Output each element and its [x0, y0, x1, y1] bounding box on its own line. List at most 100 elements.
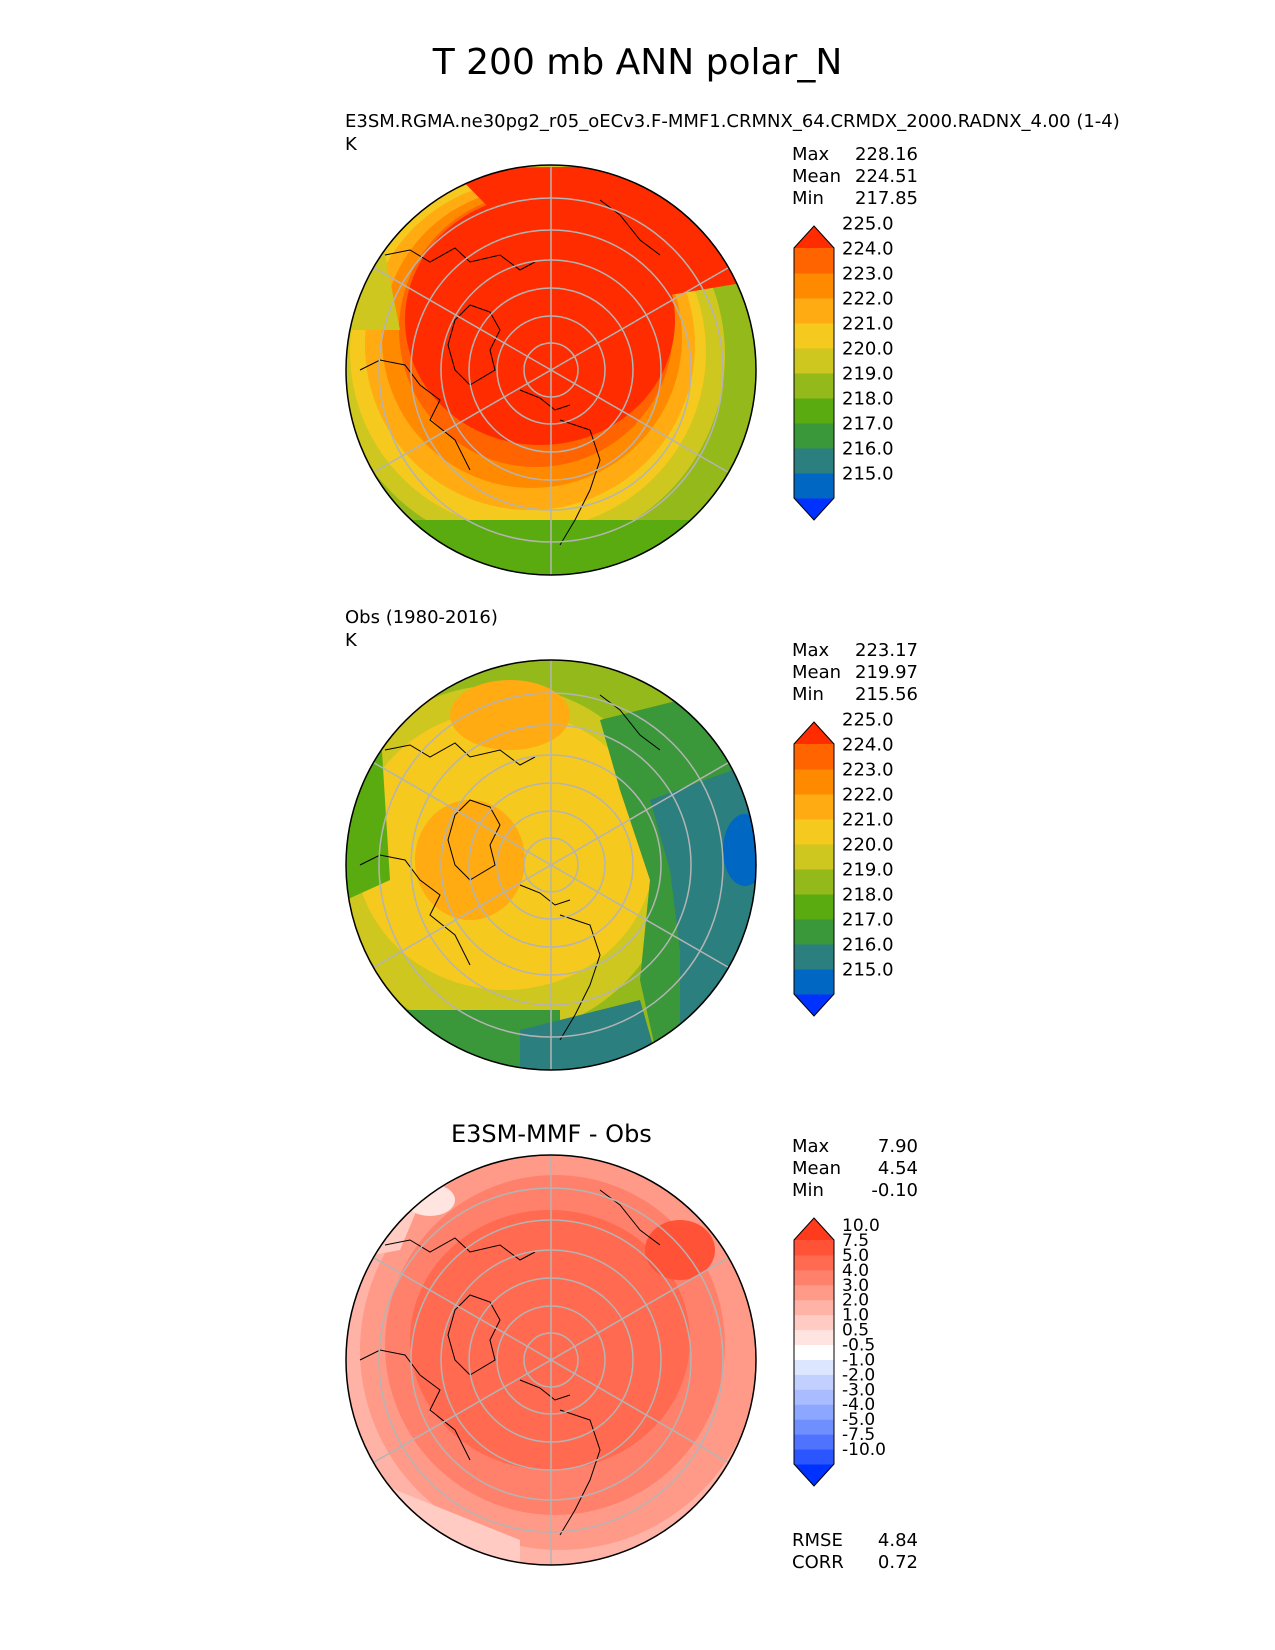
- test-stats: Max 228.16 Mean 224.51 Min 217.85: [792, 144, 918, 210]
- test-map: [345, 164, 757, 576]
- ref-map-gridlines: [368, 660, 734, 1070]
- ref-colorbar-level: [794, 744, 834, 770]
- test-colorbar-tick-label: 220.0: [842, 338, 894, 359]
- test-map-coastlines: [359, 199, 661, 546]
- test-colorbar-extend-max: [794, 226, 834, 248]
- diff-map-border: [345, 1154, 757, 1566]
- diff-colorbar-tick-label: 5.0: [842, 1246, 869, 1266]
- diff-colorbar-extend-max: [794, 1218, 834, 1240]
- test-colorbar-level: [794, 248, 834, 274]
- diff-colorbar-level: [794, 1389, 834, 1405]
- test-colorbar-tick-label: 222.0: [842, 288, 894, 309]
- ref-colorbar-tick-label: 219.0: [842, 859, 894, 880]
- diff-colorbar-tick-label: 4.0: [842, 1261, 869, 1281]
- test-colorbar-tick-label: 217.0: [842, 413, 894, 434]
- ref-colorbar-tick-label: 225.0: [842, 709, 894, 730]
- test-colorbar-outline: [793, 225, 835, 521]
- diff-colorbar-level: [794, 1299, 834, 1316]
- diff-colorbar-level: [794, 1314, 834, 1331]
- ref-colorbar-tick-label: 221.0: [842, 809, 894, 830]
- diff-colorbar-extend-min: [794, 1464, 834, 1486]
- diff-colorbar-level: [794, 1404, 834, 1420]
- stat-row-min: Min 217.85: [792, 188, 918, 209]
- diff-colorbar-tick-label: 3.0: [842, 1276, 869, 1296]
- diff-colorbar-tick-label: 0.5: [842, 1321, 869, 1341]
- ref-map-coastlines: [359, 694, 661, 1041]
- diff-colorbar-tick-label: 10.0: [842, 1216, 880, 1236]
- test-colorbar-level: [794, 448, 834, 474]
- diff-colorbar-level: [794, 1359, 834, 1375]
- ref-colorbar-tick-label: 217.0: [842, 909, 894, 930]
- ref-colorbar-tick-label: 215.0: [842, 959, 894, 980]
- ref-colorbar-level: [794, 769, 834, 795]
- ref-colorbar-level: [794, 844, 834, 870]
- ref-map-field: [346, 660, 756, 1070]
- diff-map: [345, 1154, 757, 1566]
- diff-colorbar-level: [794, 1449, 834, 1465]
- ref-colorbar-tick-label: 218.0: [842, 884, 894, 905]
- diff-colorbar-tick-label: 7.5: [842, 1231, 869, 1251]
- stat-row-mean: Mean 4.54: [792, 1158, 918, 1179]
- diff-colorbar-level: [794, 1344, 834, 1360]
- stat-row-min: Min 215.56: [792, 684, 918, 705]
- test-colorbar-tick-label: 218.0: [842, 388, 894, 409]
- test-map-border: [345, 164, 757, 576]
- ref-map: [345, 659, 757, 1071]
- diff-colorbar-outline: [793, 1217, 835, 1487]
- test-colorbar-tick-label: 224.0: [842, 238, 894, 259]
- test-colorbar-level: [794, 348, 834, 374]
- ref-colorbar-extend-max: [794, 722, 834, 744]
- test-colorbar-level: [794, 373, 834, 399]
- diff-colorbar-level: [794, 1240, 834, 1256]
- diff-panel-title: E3SM-MMF - Obs: [451, 1120, 652, 1148]
- test-panel-title: E3SM.RGMA.ne30pg2_r05_oECv3.F-MMF1.CRMNX…: [345, 111, 1120, 132]
- test-colorbar-tick-label: 221.0: [842, 313, 894, 334]
- diff-colorbar-tick-label: 2.0: [842, 1291, 869, 1311]
- ref-panel-units: K: [345, 630, 357, 651]
- stat-row-max: Max 223.17: [792, 640, 918, 661]
- diff-colorbar-tick-label: -4.0: [842, 1395, 875, 1415]
- diff-colorbar-tick-label: 1.0: [842, 1306, 869, 1326]
- diff-colorbar-level: [794, 1254, 834, 1271]
- diff-colorbar-level: [794, 1374, 834, 1390]
- diff-colorbar-tick-label: -3.0: [842, 1380, 875, 1400]
- test-colorbar-level: [794, 473, 834, 499]
- test-panel-units: K: [345, 134, 357, 155]
- stat-row-max: Max 7.90: [792, 1136, 918, 1157]
- ref-colorbar: 215.0 216.0 217.0 218.0 219.0 220.0 221.0 222.0…: [793, 709, 894, 1017]
- test-colorbar-tick-label: 225.0: [842, 213, 894, 234]
- stat-row-max: Max 228.16: [792, 144, 918, 165]
- diff-metrics: RMSE 4.84 CORR 0.72: [792, 1530, 918, 1574]
- diff-map-gridlines: [368, 1155, 734, 1565]
- test-map-gridlines: [368, 165, 734, 575]
- metric-row-rmse: RMSE 4.84: [792, 1530, 918, 1551]
- diff-colorbar-tick-label: -2.0: [842, 1365, 875, 1385]
- diff-colorbar-tick-label: -5.0: [842, 1410, 875, 1430]
- test-colorbar-tick-label: 223.0: [842, 263, 894, 284]
- ref-colorbar-level: [794, 819, 834, 845]
- test-colorbar-level: [794, 398, 834, 424]
- ref-colorbar-tick-label: 223.0: [842, 759, 894, 780]
- test-colorbar-level: [794, 423, 834, 449]
- ref-stats: Max 223.17 Mean 219.97 Min 215.56: [792, 640, 918, 706]
- ref-colorbar-extend-min: [794, 994, 834, 1016]
- diff-map-coastlines: [359, 1189, 661, 1536]
- test-colorbar-level: [794, 323, 834, 349]
- diff-colorbar-level: [794, 1419, 834, 1435]
- test-colorbar: 215.0 216.0 217.0 218.0 219.0 220.0 221.0 222.0…: [793, 213, 894, 521]
- ref-colorbar-level: [794, 869, 834, 895]
- ref-colorbar-tick-label: 224.0: [842, 734, 894, 755]
- test-colorbar-tick-label: 215.0: [842, 463, 894, 484]
- test-colorbar-tick-label: 219.0: [842, 363, 894, 384]
- ref-map-border: [345, 659, 757, 1071]
- diff-colorbar-level: [794, 1284, 834, 1301]
- ref-colorbar-outline: [793, 721, 835, 1017]
- test-map-field: [346, 165, 756, 575]
- ref-colorbar-level: [794, 894, 834, 920]
- diff-colorbar-level: [794, 1329, 834, 1346]
- ref-colorbar-level: [794, 919, 834, 945]
- diff-colorbar-tick-label: -0.5: [842, 1335, 875, 1355]
- diff-colorbar: -10.0-7.5-5.0-4.0-3.0-2.0-1.0-0.50.51.02…: [793, 1216, 886, 1487]
- ref-colorbar-tick-label: 222.0: [842, 784, 894, 805]
